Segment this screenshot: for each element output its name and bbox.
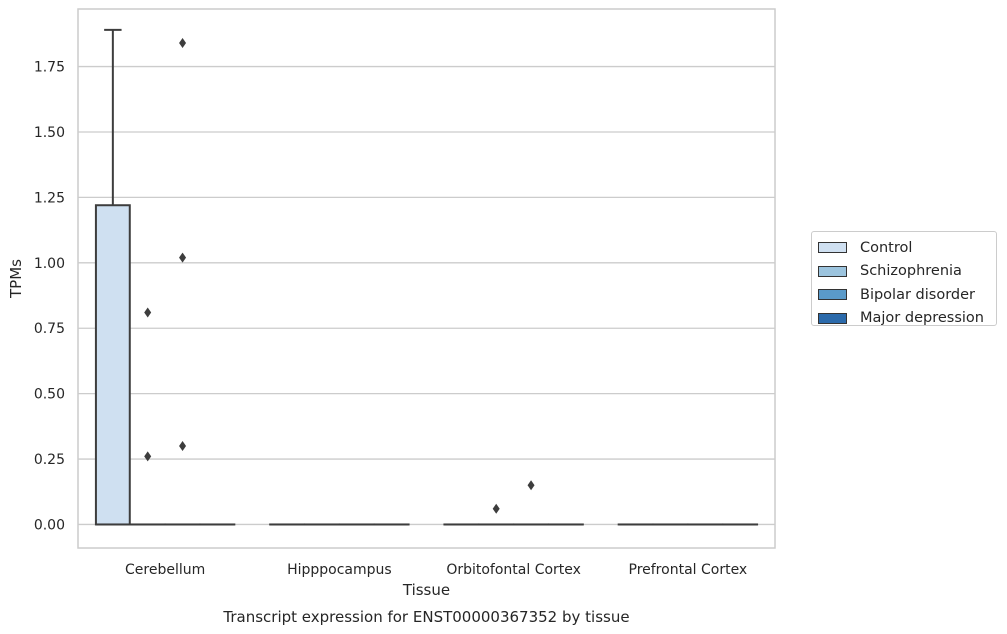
x-tick-label: Prefrontal Cortex <box>629 562 748 578</box>
y-tick-label: 1.75 <box>34 60 65 76</box>
x-tick-label: Orbitofontal Cortex <box>446 562 581 578</box>
legend-label: Schizophrenia <box>860 263 962 280</box>
box-schizophrenia <box>129 307 166 526</box>
outlier-point <box>179 252 187 263</box>
legend-label: Bipolar disorder <box>860 286 975 303</box>
y-tick-labels: 0.00 0.25 0.50 0.75 1.00 1.25 1.50 1.75 <box>34 60 65 534</box>
y-tick-label: 1.00 <box>34 256 65 272</box>
legend-label: Major depression <box>860 310 984 327</box>
legend-item: Schizophrenia <box>818 260 990 284</box>
box-body <box>94 204 131 526</box>
plot-boxes <box>94 28 759 526</box>
y-tick-label: 0.25 <box>34 452 65 468</box>
y-tick-label: 0.00 <box>34 517 65 533</box>
outlier-point <box>492 503 500 514</box>
box-control <box>94 28 131 526</box>
y-tick-label: 0.50 <box>34 387 65 403</box>
box-bipolar-disorder <box>513 480 549 526</box>
chart-caption: Transcript expression for ENST0000036735… <box>222 608 629 626</box>
legend-swatch <box>818 242 847 254</box>
outlier-point <box>527 480 535 491</box>
legend: Control Schizophrenia Bipolar disorder Majo… <box>811 231 997 326</box>
plot-frame <box>77 8 776 549</box>
x-tick-labels: Cerebellum Hipppocampus Orbitofontal Corte… <box>125 562 747 578</box>
legend-swatch <box>818 312 847 324</box>
y-tick-label: 0.75 <box>34 321 65 337</box>
gridlines <box>78 65 775 526</box>
x-tick-label: Cerebellum <box>125 562 205 578</box>
x-tick-label: Hipppocampus <box>287 562 392 578</box>
legend-swatch <box>818 289 847 301</box>
legend-item: Major depression <box>818 307 990 331</box>
outlier-point <box>179 440 187 451</box>
legend-label: Control <box>860 239 913 256</box>
y-tick-label: 1.50 <box>34 125 65 141</box>
x-axis-label: Tissue <box>402 581 450 599</box>
legend-item: Bipolar disorder <box>818 283 990 307</box>
y-axis-label: TPMs <box>7 259 25 299</box>
outlier-point <box>144 307 152 318</box>
outlier-point <box>179 38 187 49</box>
y-tick-label: 1.25 <box>34 190 65 206</box>
legend-swatch <box>818 265 847 277</box>
box-bipolar-disorder <box>164 38 201 526</box>
outlier-point <box>144 451 152 462</box>
box-schizophrenia <box>478 503 515 526</box>
legend-item: Control <box>818 236 990 260</box>
